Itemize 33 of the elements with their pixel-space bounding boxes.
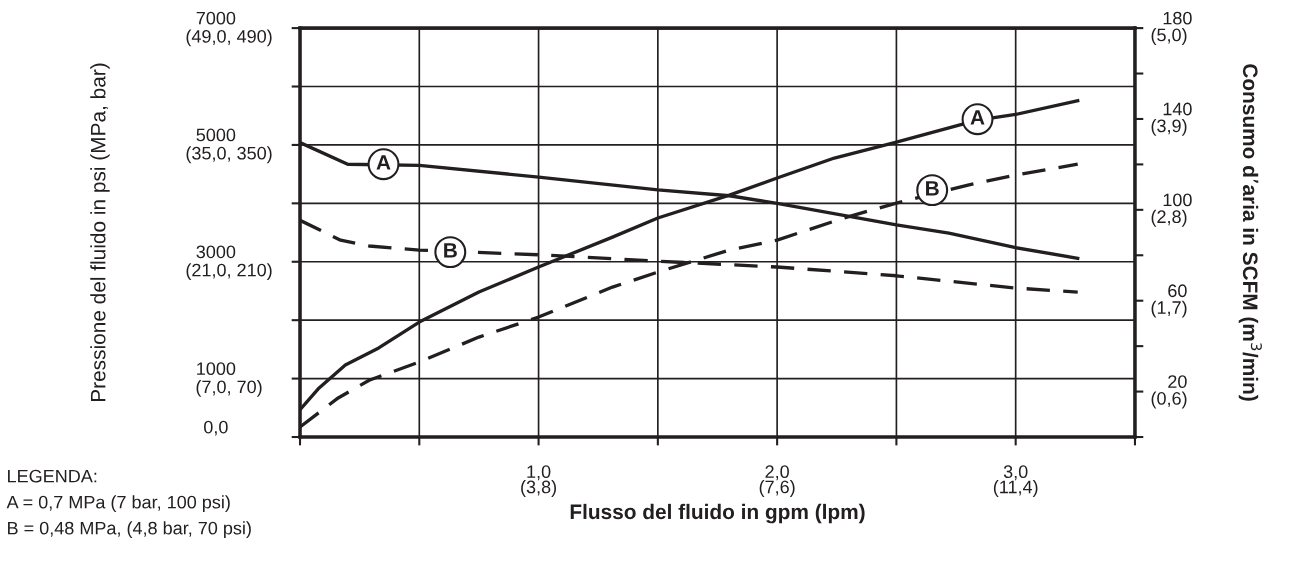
y-tick-label: 7000 [196, 11, 236, 25]
y3-tick-label: (5,0) [1151, 28, 1187, 45]
y2-tick-label: 180 [1163, 11, 1192, 25]
x2-tick-label: (7,6) [759, 480, 795, 497]
y-tick-label: 0,0 [204, 420, 228, 436]
x-tick-label: 2,0 [765, 465, 789, 481]
y2-tick-label: 60 [1168, 284, 1187, 298]
annotation: B [926, 181, 939, 196]
x2-tick-label: (11,4) [993, 480, 1038, 497]
text: (7,0, 70) [196, 379, 262, 397]
y-axis-title: Pressione del fluido in psi (MPa, bar) [90, 63, 110, 402]
x-tick-label: 3,0 [1003, 465, 1028, 481]
y-tick-label: 5000 [196, 128, 236, 142]
y-tick-label: 1000 [197, 362, 236, 376]
y3-tick-label: (2,8) [1151, 209, 1187, 227]
y2-tick-label: 140 [1163, 102, 1192, 116]
text: (35,0, 350) [186, 146, 272, 164]
y2-axis-title: Consumo d’aria in SCFM (m$^{3}$/min) [1238, 64, 1262, 401]
text: (21,0, 210) [186, 263, 272, 280]
y2-tick-label: 20 [1168, 375, 1187, 389]
annotation: A [376, 155, 391, 170]
y2-tick-label: 100 [1163, 193, 1192, 207]
y3-tick-label: (0,6) [1151, 391, 1187, 409]
y-tick-label: 3000 [196, 245, 236, 259]
x-axis-title: Flusso del fluido in gpm (lpm) [570, 503, 865, 524]
annotation: B [444, 243, 457, 258]
x2-tick-label: (3,8) [521, 480, 557, 497]
annotation: A [970, 110, 985, 125]
x-tick-label: 1,0 [527, 465, 551, 481]
y3-tick-label: (1,7) [1151, 300, 1187, 318]
text: (49,0, 490) [186, 29, 272, 47]
y3-tick-label: (3,9) [1151, 118, 1187, 136]
text: LEGENDA: A = 0,7 MPa (7 bar, 100 psi) B = 0,48 MPa, (4,8 bar, 70 psi) [6, 469, 251, 539]
